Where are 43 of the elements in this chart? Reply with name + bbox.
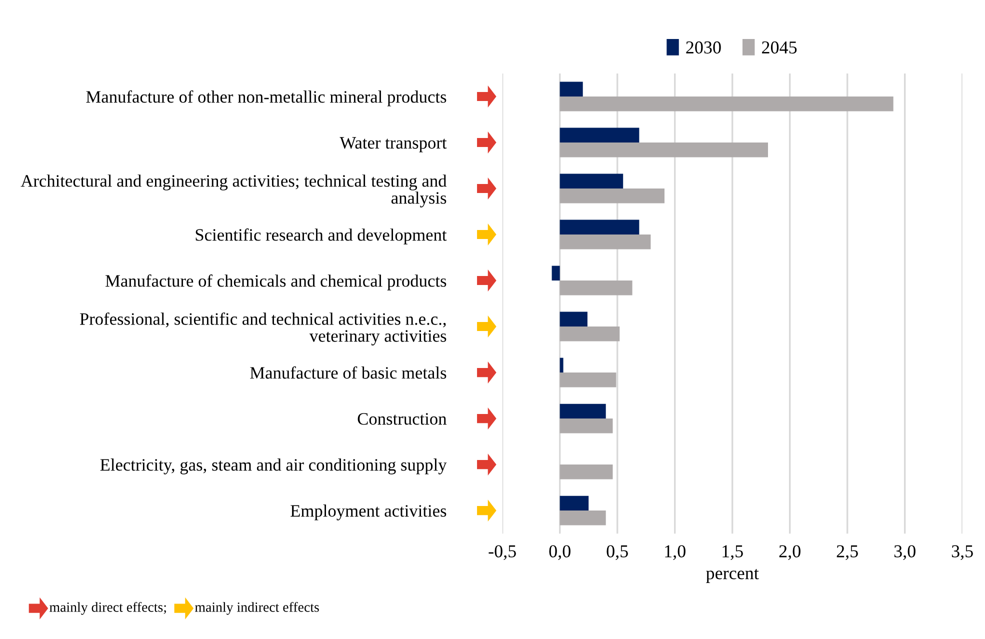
x-tick-label: 3,5 [952, 545, 973, 560]
x-tick-label: 0,0 [549, 545, 570, 560]
bar [560, 142, 768, 158]
legend-label: 2045 [762, 41, 797, 54]
y-tick-label: Architectural and engineering activities; technical testing and analysis [20, 174, 447, 208]
bar [560, 312, 588, 327]
bar [560, 496, 589, 511]
x-tick-label: 1,0 [665, 545, 686, 560]
y-tick-label: Manufacture of basic metals [250, 366, 446, 379]
bar [560, 188, 664, 204]
x-tick-label: 0,5 [606, 545, 628, 560]
bar [560, 510, 606, 526]
bar [560, 128, 640, 142]
bar [560, 96, 894, 112]
bar [560, 82, 583, 96]
text: mainly indirect effects [194, 602, 319, 615]
bar [560, 358, 564, 373]
y-tick-label: Water transport [340, 137, 447, 152]
bar [560, 372, 616, 388]
y-tick-label: Manufacture of other non-metallic mineral products [86, 90, 446, 106]
bar [560, 234, 651, 250]
x-tick-label: 2,0 [779, 545, 800, 560]
bar [560, 174, 624, 189]
text: mainly direct effects; [50, 602, 166, 615]
bar [560, 418, 613, 434]
bar [560, 464, 613, 480]
y-tick-label: Manufacture of chemicals and chemical products [106, 274, 446, 290]
y-tick-label: Professional, scientific and technical activities n.e.c., veterinary activities [80, 312, 446, 346]
y-tick-label: Scientific research and development [196, 228, 447, 244]
legend-label: 2030 [686, 41, 721, 54]
y-tick-label: Employment activities [290, 504, 446, 520]
x-axis-title: percent [706, 568, 759, 583]
bar [560, 326, 620, 342]
x-tick-label: 1,5 [722, 545, 743, 560]
x-tick-label: 2,5 [836, 545, 858, 560]
y-tick-label: Construction [358, 413, 447, 425]
bar [560, 220, 640, 235]
bar [560, 280, 632, 296]
x-tick-label: -0,5 [488, 545, 516, 560]
x-tick-label: 3,0 [894, 545, 916, 560]
y-tick-label: Electricity, gas, steam and air conditioning supply [100, 458, 447, 474]
bar [560, 404, 606, 419]
bar [552, 266, 560, 281]
